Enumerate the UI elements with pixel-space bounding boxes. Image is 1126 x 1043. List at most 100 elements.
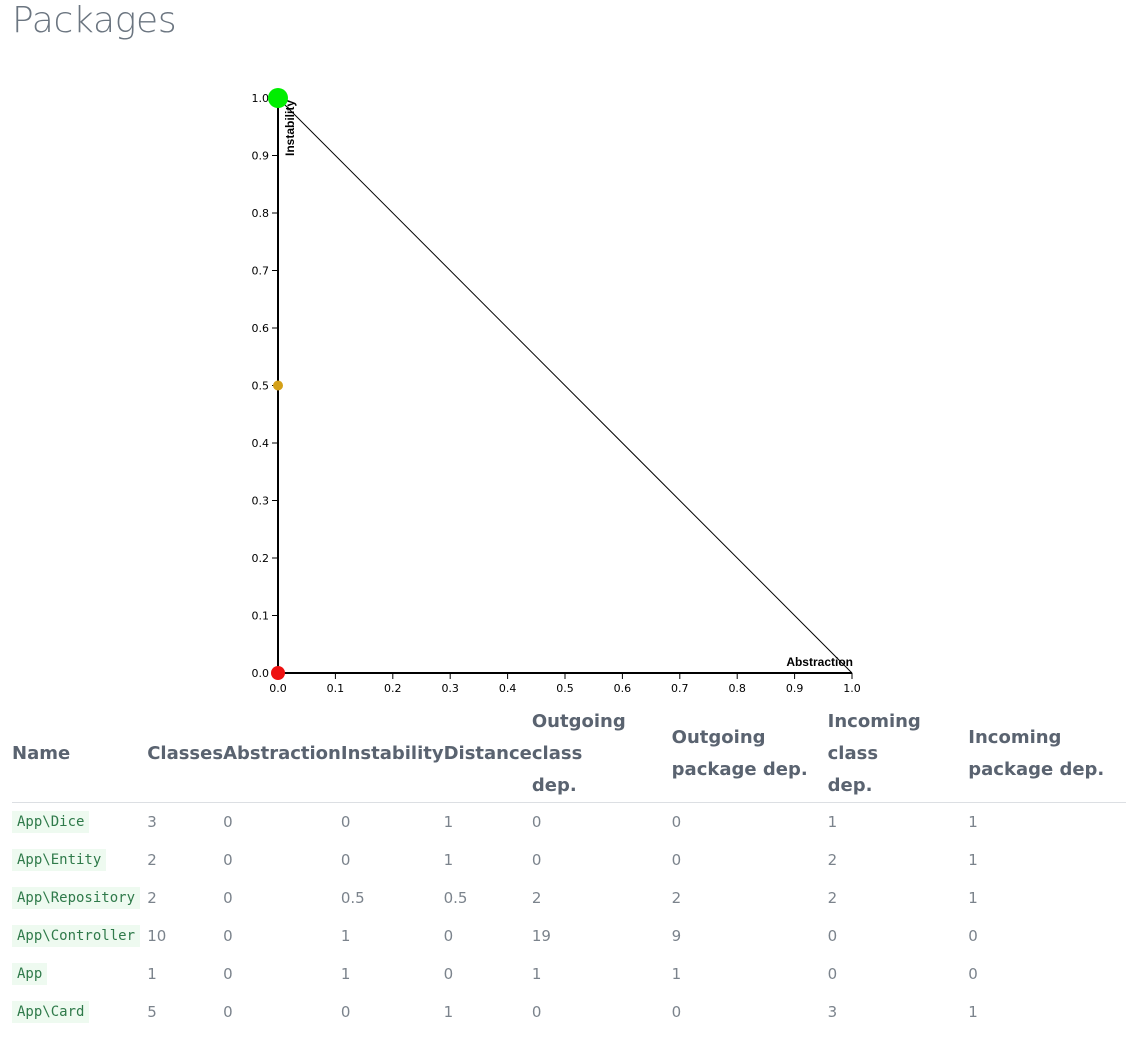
cell-incoming-package: 0 [968, 965, 978, 983]
cell-instability: 1 [340, 965, 351, 983]
cell-incoming-class: 0 [827, 927, 838, 945]
table-row: App\Dice 3 0 0 1 0 0 1 1 [12, 803, 1126, 842]
cell-outgoing-package: 0 [671, 851, 682, 869]
col-name-header: Name [12, 706, 148, 803]
cell-instability: 0 [340, 813, 351, 831]
col-incoming-package-header: Incoming package dep. [968, 706, 1126, 803]
package-name: App\Dice [12, 811, 90, 833]
cell-outgoing-class: 0 [531, 813, 542, 831]
x-tick-label: 0.4 [499, 682, 516, 695]
y-tick-label: 0.1 [252, 610, 269, 623]
col-outgoing-class-header: Outgoing class dep. [531, 706, 672, 803]
cell-classes: 2 [147, 889, 157, 907]
cell-abstraction: 0 [223, 927, 233, 945]
x-axis-title: Abstraction [786, 655, 853, 669]
x-tick-label: 0.2 [384, 682, 402, 695]
cell-classes: 10 [147, 927, 167, 945]
cell-name: App\Card [12, 993, 147, 1031]
table-header-row: Name Classes Abstraction Instability Dis… [12, 706, 1126, 803]
cell-outgoing-class: 2 [531, 889, 542, 907]
y-tick-label: 1.0 [252, 92, 269, 105]
cell-name: App\Controller [12, 917, 147, 955]
cell-distance: 0.5 [443, 889, 468, 907]
cell-incoming-class: 2 [827, 851, 838, 869]
cell-classes: 1 [147, 965, 157, 983]
cell-abstraction: 0 [223, 1003, 233, 1021]
cell-instability: 0.5 [340, 889, 365, 907]
cell-name: App\Entity [12, 841, 147, 879]
y-tick-label: 0.7 [252, 265, 269, 278]
cell-incoming-class: 1 [827, 813, 838, 831]
y-tick-label: 0.8 [252, 207, 269, 220]
y-tick-label: 0.6 [252, 322, 269, 335]
col-instability-header: Instability [340, 706, 444, 803]
cell-outgoing-package: 2 [671, 889, 682, 907]
table-row: App\Entity 2 0 0 1 0 0 2 1 [12, 841, 1126, 879]
cell-abstraction: 0 [223, 965, 233, 983]
cell-instability: 0 [340, 1003, 351, 1021]
chart-svg: 0.0 0.1 0.2 0.3 0.4 0.5 0.6 0.7 0.8 0.9 1.0 0.0 0.1 0… [252, 88, 861, 695]
cell-outgoing-package: 0 [671, 1003, 682, 1021]
cell-outgoing-class: 0 [531, 851, 542, 869]
x-tick-label: 0.8 [728, 682, 746, 695]
cell-name: App\Repository [12, 879, 147, 917]
y-tick-label: 0.2 [252, 552, 269, 565]
cell-abstraction: 0 [223, 889, 233, 907]
x-tick-label: 1.0 [843, 682, 861, 695]
cell-classes: 2 [147, 851, 157, 869]
table-row: App 1 0 1 0 1 1 0 0 [12, 955, 1126, 993]
cell-distance: 0 [443, 927, 454, 945]
x-tick-label: 0.9 [786, 682, 804, 695]
table-row: App\Repository 2 0 0.5 0.5 2 2 2 1 [12, 879, 1126, 917]
page-title: Packages [12, 0, 177, 41]
cell-incoming-package: 1 [968, 1003, 978, 1021]
cell-name: App [12, 955, 147, 993]
cell-abstraction: 0 [223, 813, 233, 831]
table-row: App\Controller 10 0 1 0 19 9 0 0 [12, 917, 1126, 955]
cell-incoming-package: 1 [968, 813, 978, 831]
package-name: App\Repository [12, 887, 141, 909]
package-name: App [12, 963, 48, 985]
cell-abstraction: 0 [223, 851, 233, 869]
y-tick-label: 0.0 [252, 667, 269, 680]
cell-incoming-class: 3 [827, 1003, 838, 1021]
cell-incoming-package: 1 [968, 851, 978, 869]
y-tick-label: 0.9 [252, 150, 269, 163]
cell-distance: 1 [443, 851, 454, 869]
data-point [268, 88, 288, 108]
cell-distance: 1 [443, 1003, 454, 1021]
cell-incoming-class: 2 [827, 889, 838, 907]
abstraction-instability-chart: 0.0 0.1 0.2 0.3 0.4 0.5 0.6 0.7 0.8 0.9 1.0 0.0 0.1 0… [252, 80, 872, 700]
x-tick-label: 0.5 [556, 682, 574, 695]
cell-outgoing-class: 19 [531, 927, 551, 945]
y-tick-label: 0.5 [252, 380, 269, 393]
data-point [271, 666, 285, 680]
cell-outgoing-package: 9 [671, 927, 682, 945]
cell-incoming-class: 0 [827, 965, 838, 983]
x-tick-label: 0.1 [327, 682, 345, 695]
cell-outgoing-package: 0 [671, 813, 682, 831]
y-tick-label: 0.4 [252, 437, 269, 450]
cell-instability: 0 [340, 851, 351, 869]
cell-incoming-package: 0 [968, 927, 978, 945]
main-sequence-line [277, 97, 853, 674]
cell-name: App\Dice [12, 803, 147, 842]
x-tick-label: 0.6 [614, 682, 632, 695]
col-incoming-class-header: Incoming class dep. [827, 706, 969, 803]
x-tick-label: 0.0 [269, 682, 287, 695]
package-name: App\Controller [12, 925, 141, 947]
y-tick-label: 0.3 [252, 495, 269, 508]
y-axis-title: Instability [283, 100, 297, 156]
col-outgoing-package-header: Outgoing package dep. [671, 706, 828, 803]
cell-outgoing-package: 1 [671, 965, 682, 983]
cell-outgoing-class: 1 [531, 965, 542, 983]
col-distance-header: Distance [443, 706, 532, 803]
cell-instability: 1 [340, 927, 351, 945]
cell-incoming-package: 1 [968, 889, 978, 907]
col-classes-header: Classes [147, 706, 224, 803]
cell-distance: 0 [443, 965, 454, 983]
package-name: App\Entity [12, 849, 107, 871]
col-abstraction-header: Abstraction [223, 706, 341, 803]
table-row: App\Card 5 0 0 1 0 0 3 1 [12, 993, 1126, 1031]
